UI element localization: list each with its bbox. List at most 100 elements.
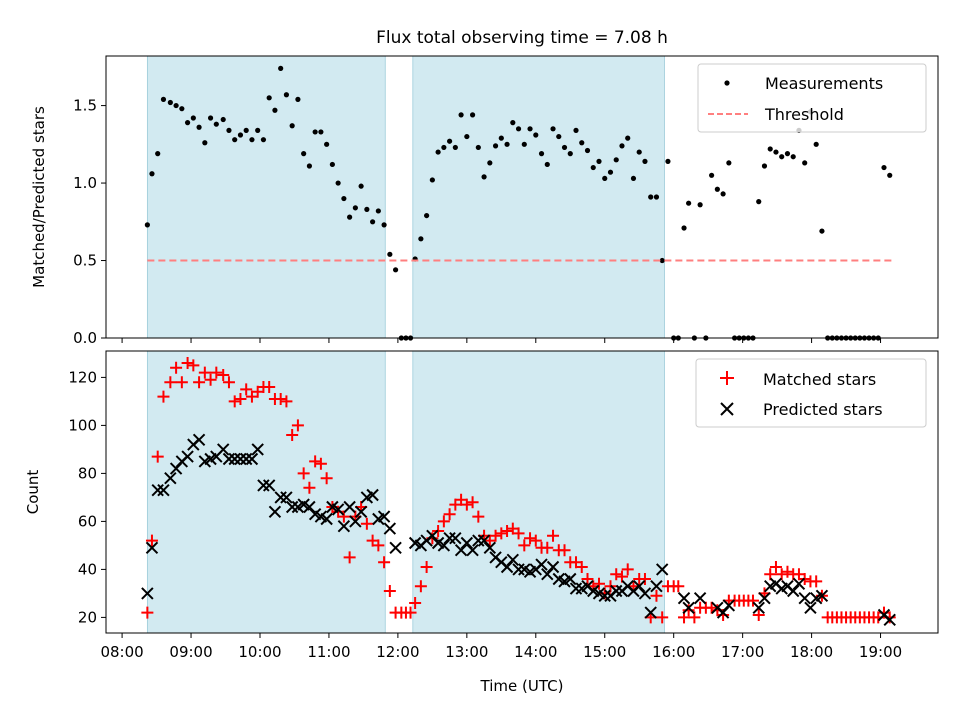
- matched-star-point: [141, 606, 154, 619]
- x-tick-label: 08:00: [100, 643, 143, 661]
- measurement-point: [341, 195, 347, 202]
- measurement-point: [613, 157, 619, 163]
- predicted-star-point: [644, 606, 657, 619]
- count-x-ticks: 08:00 09:00 10:00 11:00 12:00 13:00 14:00 15:00…: [100, 633, 902, 661]
- predicted-star-point: [383, 522, 397, 535]
- measurement-point: [648, 194, 654, 200]
- matched-star-point: [541, 541, 554, 554]
- measurement-point: [521, 141, 527, 147]
- predicted-star-point: [222, 452, 236, 466]
- chart-title: Flux total observing time = 7.08 h: [376, 28, 668, 48]
- matched-star-point: [524, 532, 537, 545]
- matched-star-point: [360, 517, 373, 530]
- legend-measurements-marker: [724, 80, 730, 86]
- measurement-point: [375, 208, 381, 214]
- matched-star-point: [781, 565, 794, 578]
- x-axis-label: Time (UTC): [480, 677, 564, 695]
- observing-window-1: [146, 350, 386, 634]
- matched-star-point: [303, 481, 316, 494]
- measurement-point: [266, 95, 272, 101]
- predicted-star-point: [477, 534, 491, 547]
- measurement-point: [184, 120, 191, 126]
- x-tick-label: 19:00: [859, 643, 902, 661]
- matched-star-point: [274, 393, 287, 405]
- matched-star-point: [775, 568, 788, 581]
- predicted-star-point: [437, 539, 451, 552]
- matched-star-point: [151, 450, 164, 463]
- predicted-star-point: [815, 589, 829, 603]
- predicted-star-point: [758, 591, 771, 605]
- legend-threshold-label: Threshold: [764, 105, 844, 124]
- measurement-point: [665, 158, 671, 164]
- predicted-star-point: [633, 579, 646, 593]
- matched-star-point: [443, 508, 456, 521]
- matched-star-point: [286, 429, 299, 441]
- y-tick-label: 20: [78, 608, 97, 626]
- measurement-point: [301, 151, 307, 157]
- measurement-point: [283, 92, 290, 98]
- predicted-star-point: [483, 541, 497, 555]
- y-tick-label: 1.0: [73, 174, 97, 192]
- predicted-star-point: [677, 591, 691, 605]
- measurement-point: [475, 144, 481, 151]
- x-tick-label: 11:00: [307, 643, 350, 661]
- predicted-star-point: [343, 500, 356, 514]
- x-tick-label: 16:00: [652, 643, 695, 661]
- matched-star-point: [810, 575, 823, 588]
- matched-star-point: [175, 376, 188, 389]
- predicted-star-point: [786, 584, 800, 598]
- count-panel: 20 40 60 80 100 120 08:00 09:00 10:00 11:00 12:00…: [24, 350, 939, 695]
- measurement-point: [144, 222, 150, 228]
- matched-star-point: [518, 539, 531, 552]
- count-y-ticks: 20 40 60 80 100 120: [68, 368, 106, 626]
- observing-windows-shading: [146, 350, 665, 634]
- y-tick-label: 0.5: [73, 252, 97, 270]
- measurement-point: [381, 222, 387, 228]
- predicted-star-point: [443, 531, 456, 545]
- matched-star-point: [263, 381, 276, 393]
- matched-star-point: [164, 376, 177, 389]
- matched-star-point: [460, 498, 473, 511]
- y-tick-label: 80: [78, 464, 97, 482]
- predicted-star-point: [564, 572, 577, 586]
- measurement-point: [790, 154, 796, 160]
- measurement-point: [324, 141, 330, 147]
- measurement-point: [726, 160, 732, 166]
- measurement-point: [784, 151, 791, 157]
- measurement-point: [452, 144, 458, 151]
- matched-star-point: [217, 369, 230, 381]
- measurement-point: [260, 137, 267, 143]
- predicted-star-point: [262, 479, 276, 492]
- measurement-point: [720, 191, 726, 197]
- predicted-star-point: [251, 443, 264, 456]
- matched-star-point: [437, 515, 450, 528]
- matched-star-point: [314, 457, 327, 470]
- x-tick-label: 13:00: [445, 643, 488, 661]
- measurement-point: [767, 146, 773, 152]
- predicted-star-point: [164, 471, 177, 485]
- measurement-point: [498, 135, 504, 141]
- measurement-point: [630, 175, 637, 182]
- matched-star-point: [672, 580, 685, 593]
- matched-star-point: [746, 594, 759, 607]
- measurement-point: [207, 115, 214, 121]
- matched-star-point: [512, 527, 525, 540]
- matched-star-point: [372, 539, 385, 552]
- measurement-point: [424, 212, 430, 219]
- matched-star-point: [337, 510, 350, 523]
- measurement-point: [653, 194, 660, 200]
- matched-star-point: [575, 561, 588, 573]
- measurement-point: [607, 169, 614, 175]
- measurement-point: [149, 171, 155, 177]
- predicted-star-point: [349, 515, 362, 528]
- predicted-star-point: [610, 584, 623, 598]
- measurement-point: [387, 251, 393, 257]
- matched-star-point: [615, 570, 628, 583]
- measurement-point: [418, 236, 424, 242]
- matched-star-point: [309, 455, 322, 468]
- measurement-point: [255, 127, 261, 133]
- matched-star-point: [280, 395, 293, 408]
- predicted-star-point: [500, 560, 514, 574]
- x-tick-label: 15:00: [583, 643, 626, 661]
- matched-star-point: [650, 589, 663, 602]
